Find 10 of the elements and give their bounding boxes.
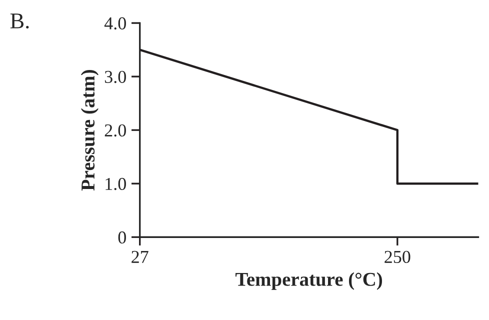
y-tick-label: 3.0	[104, 70, 126, 84]
y-tick-label: 0	[118, 231, 126, 244]
x-axis-title: Temperature (°C)	[236, 272, 382, 290]
text: B.	[10, 14, 29, 29]
y-tick-label: 2.0	[104, 124, 126, 137]
y-tick-label: 1.0	[106, 178, 126, 190]
y-tick-label: 4.0	[104, 17, 126, 30]
y-axis-title: Pressure (atm)	[80, 70, 99, 191]
x-tick-label: 250	[384, 250, 410, 264]
x-tick-label: 27	[132, 250, 148, 263]
